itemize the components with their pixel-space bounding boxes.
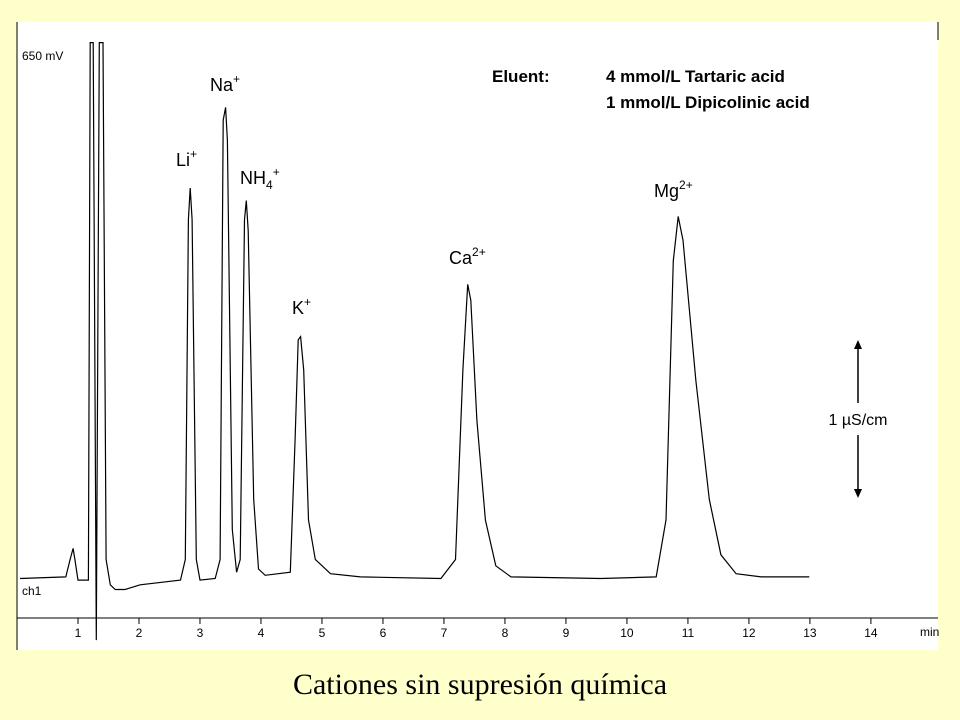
scale-bar-label: 1 µS/cm	[828, 412, 887, 429]
caption: Cationes sin supresión química	[293, 668, 667, 701]
peak-label-sup: 2+	[472, 245, 486, 259]
peak-label: K+	[292, 295, 311, 318]
x-tick-label: 10	[620, 626, 634, 640]
x-tick-label: 9	[563, 626, 570, 640]
peak-label: Li+	[176, 147, 197, 170]
peak-label-text: Na	[210, 75, 234, 95]
x-tick-label: 2	[136, 626, 143, 640]
channel-label: ch1	[22, 584, 42, 598]
arrow-head	[854, 489, 862, 499]
arrow-head	[854, 339, 862, 349]
peak-label: NH4+	[240, 165, 280, 192]
peak-label-text: NH	[240, 168, 266, 188]
peak-label-text: Ca	[449, 248, 473, 268]
peak-label-sup: +	[233, 72, 240, 86]
x-tick-label: 4	[258, 626, 265, 640]
x-tick-label: 14	[864, 626, 878, 640]
eluent-label: Eluent:	[492, 67, 550, 86]
x-tick-label: 8	[502, 626, 509, 640]
plot-area	[17, 22, 938, 650]
peak-label-sup: +	[304, 295, 311, 309]
peak-label-sup: +	[273, 165, 280, 179]
peak-label: Ca2+	[449, 245, 486, 268]
top-label: 650 mV	[22, 49, 63, 63]
peak-label-text: Li	[176, 150, 190, 170]
x-tick-label: 13	[803, 626, 817, 640]
peak-label: Mg2+	[654, 178, 693, 201]
x-axis-label: min	[920, 625, 939, 639]
x-tick-label: 3	[197, 626, 204, 640]
peak-label-sup: 2+	[679, 178, 693, 192]
peak-label-text: Mg	[654, 181, 679, 201]
peak-label-sub: 4	[266, 178, 273, 192]
peak-label-sup: +	[190, 147, 197, 161]
peak-label: Na+	[210, 72, 240, 95]
trace	[19, 42, 810, 641]
eluent-line: 1 mmol/L Dipicolinic acid	[606, 93, 810, 112]
eluent-line: 4 mmol/L Tartaric acid	[606, 67, 785, 86]
peak-label-text: K	[292, 298, 304, 318]
x-tick-label: 11	[682, 626, 695, 640]
x-tick-label: 12	[742, 626, 756, 640]
x-tick-label: 7	[441, 626, 448, 640]
x-tick-label: 1	[75, 626, 82, 640]
x-tick-label: 6	[380, 626, 387, 640]
x-tick-label: 5	[319, 626, 326, 640]
